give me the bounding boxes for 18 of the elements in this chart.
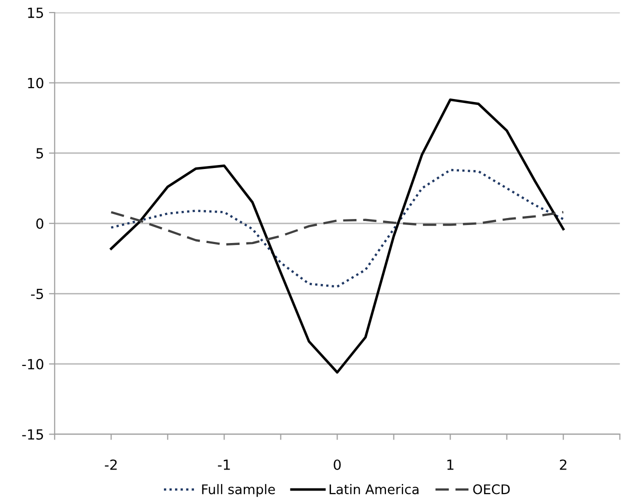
y-tick-label: 5 bbox=[36, 148, 44, 159]
line-series bbox=[110, 98, 565, 374]
line-series bbox=[110, 168, 564, 288]
x-tick-label: -1 bbox=[218, 460, 230, 470]
x-tick-label: -2 bbox=[104, 459, 117, 470]
y-tick-label: -10 bbox=[22, 358, 44, 370]
y-tick-label: 10 bbox=[28, 78, 44, 88]
legend-label: Latin America bbox=[330, 484, 418, 494]
legend-label: Full sample bbox=[202, 484, 275, 497]
line-series bbox=[110, 211, 564, 246]
x-tick-label: 0 bbox=[334, 459, 341, 470]
x-tick-label: 2 bbox=[560, 459, 566, 470]
legend-label: OECD bbox=[473, 484, 510, 494]
y-tick-label: 15 bbox=[28, 8, 44, 18]
y-tick-label: -15 bbox=[22, 429, 44, 440]
y-tick-label: 0 bbox=[36, 218, 44, 229]
y-tick-label: -5 bbox=[31, 288, 44, 300]
x-tick-label: 1 bbox=[447, 460, 454, 470]
